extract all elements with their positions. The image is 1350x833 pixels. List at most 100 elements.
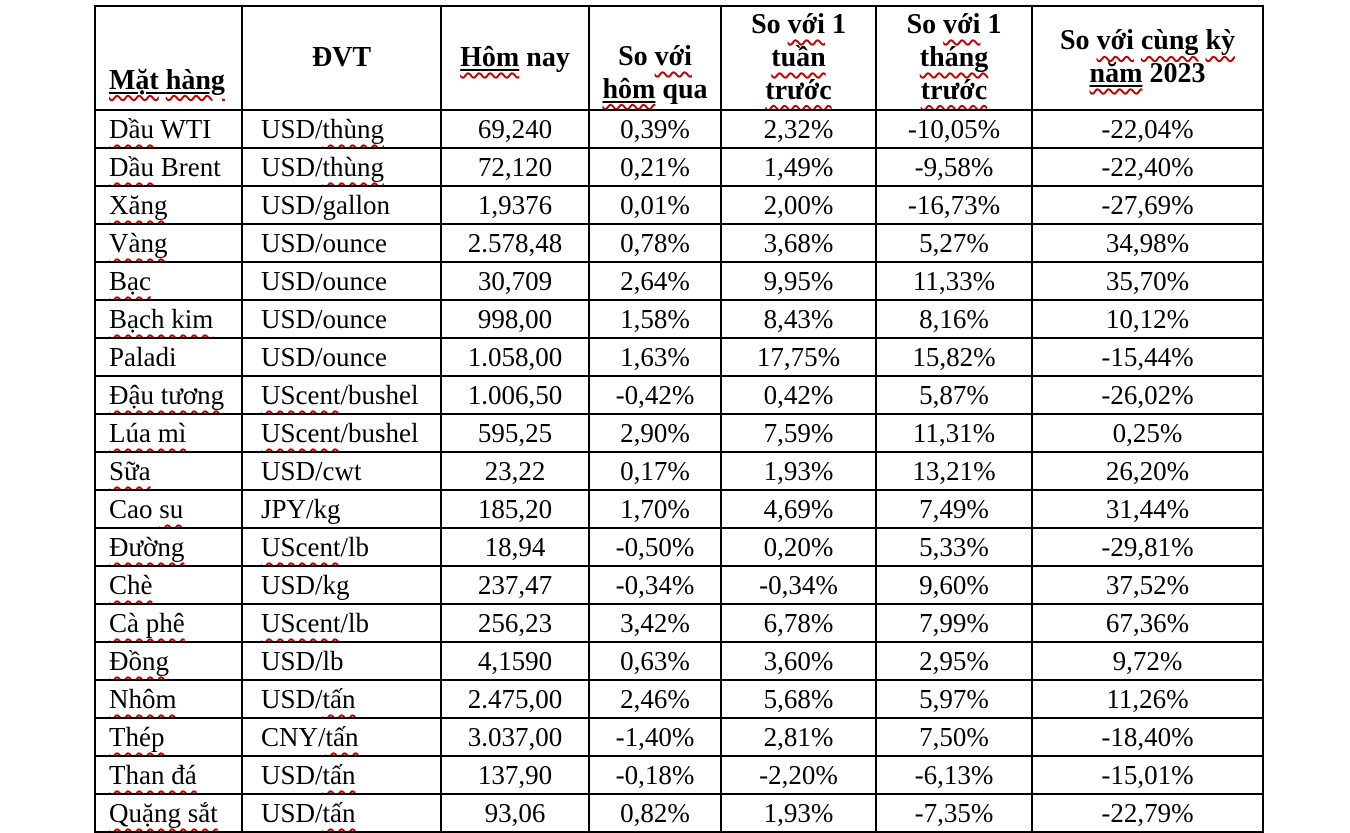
cell-commodity-name: Paladi — [94, 337, 243, 378]
spellcheck-squiggle-word: Dầu — [109, 151, 154, 182]
table-row: Thép CNY/tấn 3.037,00 -1,40% 2,81% 7,50% -18,4… — [94, 717, 1264, 758]
cell-so-voi-1-thang-truoc: 5,27% — [875, 223, 1033, 264]
cell-unit: USD/ounce — [241, 337, 442, 378]
spellcheck-squiggle-word: tấn — [322, 797, 356, 828]
spellcheck-squiggle-word: Lúa mì — [109, 417, 187, 448]
cell-hom-nay: 2.578,48 — [440, 223, 590, 264]
cell-so-voi-1-tuan-truoc: 2,00% — [720, 185, 877, 226]
spellcheck-squiggle-word: Bạch kim — [109, 303, 214, 334]
spellcheck-squiggle-word: trước — [765, 74, 832, 106]
cell-so-voi-hom-qua: -0,18% — [588, 755, 722, 796]
cell-so-voi-hom-qua: 0,01% — [588, 185, 722, 226]
column-header-mat-hang: Mặt hàng — [94, 4, 243, 112]
table-row: Lúa mì UScent/bushel 595,25 2,90% 7,59% 11,31… — [94, 413, 1264, 454]
spellcheck-squiggle-word: thùng — [322, 151, 385, 182]
cell-so-voi-cung-ky-nam-2023: -27,69% — [1031, 185, 1264, 226]
cell-hom-nay: 137,90 — [440, 755, 590, 796]
column-header-dvt: ĐVT — [241, 4, 442, 112]
cell-so-voi-1-tuan-truoc: 17,75% — [720, 337, 877, 378]
cell-so-voi-1-thang-truoc: 7,50% — [875, 717, 1033, 758]
cell-unit: USD/thùng — [241, 109, 442, 150]
cell-unit: JPY/kg — [241, 489, 442, 530]
table-row: Vàng USD/ounce 2.578,48 0,78% 3,68% 5,27% 34,9… — [94, 223, 1264, 264]
cell-so-voi-cung-ky-nam-2023: -22,40% — [1031, 147, 1264, 188]
spellcheck-squiggle-word: Xăng — [109, 189, 168, 220]
cell-so-voi-1-thang-truoc: 15,82% — [875, 337, 1033, 378]
table-row: Dầu Brent USD/thùng 72,120 0,21% 1,49% -9,58%… — [94, 147, 1264, 188]
cell-so-voi-1-thang-truoc: -9,58% — [875, 147, 1033, 188]
spellcheck-squiggle-word: Chè — [109, 569, 153, 600]
spellcheck-squiggle-word: UScent — [261, 607, 341, 638]
cell-so-voi-1-tuan-truoc: 1,93% — [720, 451, 877, 492]
cell-commodity-name: Quặng sắt — [94, 793, 243, 833]
spellcheck-squiggle-word: UScent — [261, 531, 341, 562]
cell-so-voi-1-tuan-truoc: 5,68% — [720, 679, 877, 720]
cell-so-voi-1-thang-truoc: -7,35% — [875, 793, 1033, 833]
underlined-misspelled-word: hàng — [166, 65, 225, 96]
table-row: Đường UScent/lb 18,94 -0,50% 0,20% 5,33% -29,8… — [94, 527, 1264, 568]
cell-commodity-name: Sữa — [94, 451, 243, 492]
cell-so-voi-1-thang-truoc: -16,73% — [875, 185, 1033, 226]
cell-so-voi-1-thang-truoc: -10,05% — [875, 109, 1033, 150]
spellcheck-squiggle-word: tấn — [325, 721, 359, 752]
cell-so-voi-cung-ky-nam-2023: 37,52% — [1031, 565, 1264, 606]
cell-unit: USD/thùng — [241, 147, 442, 188]
cell-so-voi-cung-ky-nam-2023: 31,44% — [1031, 489, 1264, 530]
cell-so-voi-cung-ky-nam-2023: -15,44% — [1031, 337, 1264, 378]
cell-hom-nay: 185,20 — [440, 489, 590, 530]
cell-so-voi-1-tuan-truoc: 4,69% — [720, 489, 877, 530]
cell-unit: USD/ounce — [241, 223, 442, 264]
cell-so-voi-1-tuan-truoc: 0,20% — [720, 527, 877, 568]
table-row: Xăng USD/gallon 1,9376 0,01% 2,00% -16,73% -27… — [94, 185, 1264, 226]
spellcheck-squiggle-word: trước — [920, 74, 988, 106]
table-row: Đồng USD/lb 4,1590 0,63% 3,60% 2,95% 9,72% — [94, 641, 1264, 682]
cell-commodity-name: Bạc — [94, 261, 243, 302]
cell-so-voi-cung-ky-nam-2023: -29,81% — [1031, 527, 1264, 568]
cell-so-voi-1-tuan-truoc: 2,81% — [720, 717, 877, 758]
spellcheck-squiggle-word: Quặng sắt — [109, 797, 218, 828]
cell-so-voi-cung-ky-nam-2023: -15,01% — [1031, 755, 1264, 796]
cell-commodity-name: Dầu Brent — [94, 147, 243, 188]
cell-so-voi-1-tuan-truoc: 1,93% — [720, 793, 877, 833]
cell-so-voi-cung-ky-nam-2023: 34,98% — [1031, 223, 1264, 264]
cell-unit: USD/lb — [241, 641, 442, 682]
cell-so-voi-cung-ky-nam-2023: -22,79% — [1031, 793, 1264, 833]
cell-so-voi-cung-ky-nam-2023: 26,20% — [1031, 451, 1264, 492]
spellcheck-squiggle-word: tuần — [771, 41, 826, 73]
cell-unit: UScent/bushel — [241, 375, 442, 416]
cell-hom-nay: 3.037,00 — [440, 717, 590, 758]
spellcheck-squiggle-word: Than đá — [109, 759, 197, 790]
spellcheck-squiggle-word: Sữa — [109, 455, 151, 486]
spellcheck-squiggle-word: Đường — [109, 531, 185, 562]
column-header-so-voi-hom-qua: So với hôm qua — [588, 4, 722, 112]
cell-commodity-name: Vàng — [94, 223, 243, 264]
spellcheck-squiggle-word: thùng — [322, 113, 385, 144]
column-header-so-voi-1-thang-truoc: So với 1 tháng trước — [875, 4, 1033, 112]
cell-hom-nay: 237,47 — [440, 565, 590, 606]
table-row: Nhôm USD/tấn 2.475,00 2,46% 5,68% 5,97% 11,26% — [94, 679, 1264, 720]
cell-so-voi-hom-qua: 0,39% — [588, 109, 722, 150]
column-header-hom-nay: Hôm nay — [440, 4, 590, 112]
spellcheck-squiggle-word: Vàng — [109, 227, 168, 258]
cell-so-voi-cung-ky-nam-2023: 10,12% — [1031, 299, 1264, 340]
cell-so-voi-1-thang-truoc: 5,97% — [875, 679, 1033, 720]
table-row: Cà phê UScent/lb 256,23 3,42% 6,78% 7,99% 67,3… — [94, 603, 1264, 644]
table-row: Chè USD/kg 237,47 -0,34% -0,34% 9,60% 37,52% — [94, 565, 1264, 606]
spellcheck-squiggle-word: su — [159, 493, 184, 524]
table-row: Cao su JPY/kg 185,20 1,70% 4,69% 7,49% 31,44% — [94, 489, 1264, 530]
cell-so-voi-hom-qua: 2,90% — [588, 413, 722, 454]
spellcheck-squiggle-word: Đậu tương — [109, 379, 225, 410]
cell-commodity-name: Xăng — [94, 185, 243, 226]
spellcheck-squiggle-word: Thép — [109, 721, 165, 752]
underlined-misspelled-word: Mặt — [109, 65, 159, 96]
table-row: Paladi USD/ounce 1.058,00 1,63% 17,75% 15,82%… — [94, 337, 1264, 378]
spellcheck-squiggle-word: tháng — [919, 41, 989, 73]
cell-hom-nay: 1.006,50 — [440, 375, 590, 416]
cell-so-voi-hom-qua: 1,70% — [588, 489, 722, 530]
cell-so-voi-1-thang-truoc: 5,87% — [875, 375, 1033, 416]
cell-so-voi-1-tuan-truoc: 1,49% — [720, 147, 877, 188]
spellcheck-squiggle-word: tấn — [322, 683, 356, 714]
spellcheck-squiggle-word: hôm — [602, 73, 656, 105]
cell-so-voi-1-tuan-truoc: 6,78% — [720, 603, 877, 644]
